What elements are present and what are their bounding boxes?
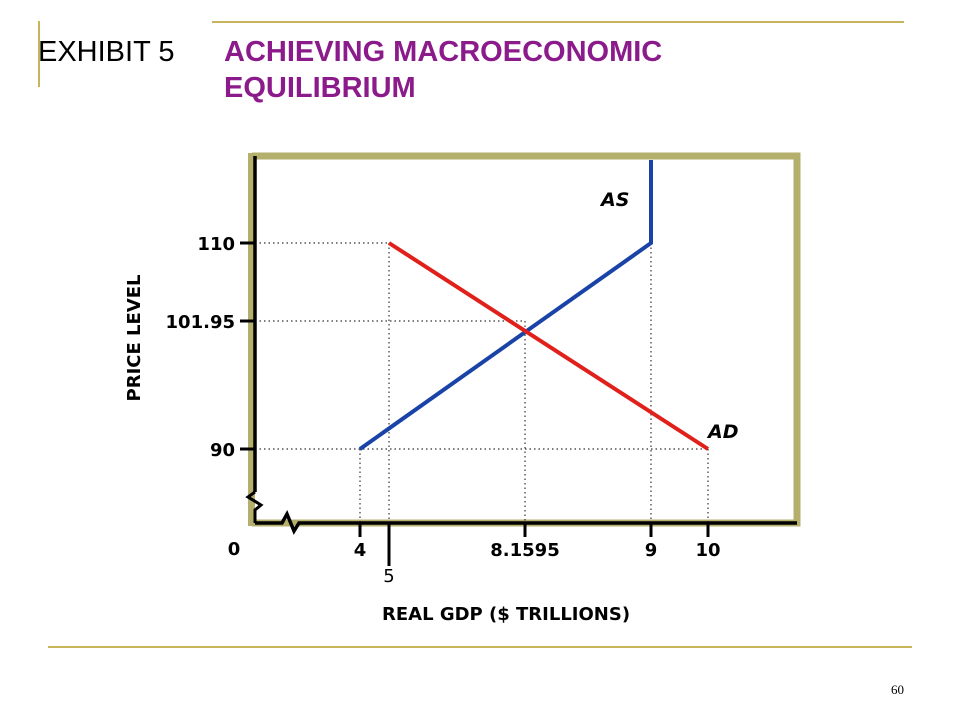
y-tick-label: 110 [197, 234, 235, 255]
y-tick-label: 101.95 [166, 312, 235, 333]
as-curve [358, 160, 653, 451]
x-tick-label: 9 [645, 540, 658, 561]
y-tick-label: 90 [210, 440, 235, 461]
slide-title-line2: EQUILIBRIUM [224, 72, 416, 104]
top-rule [212, 21, 904, 23]
bottom-rule [48, 646, 912, 648]
x-tick-label: 8.1595 [490, 540, 559, 561]
x-tick-label: 4 [354, 540, 367, 561]
ad-curve [387, 241, 710, 451]
exhibit-label: EXHIBIT 5 [38, 36, 175, 68]
as-curve-label: AS [599, 189, 629, 211]
y-axis-label: PRICE LEVEL [124, 275, 145, 402]
x-tick-label: 0 [228, 539, 241, 560]
slide-title: ACHIEVING MACROECONOMIC EQUILIBRIUM [224, 34, 784, 106]
x-axis [255, 509, 797, 535]
x-tick-label: 5 [383, 566, 394, 587]
x-axis-label: REAL GDP ($ TRILLIONS) [382, 604, 630, 625]
y-axis-break [245, 490, 264, 523]
page-number: 60 [891, 682, 904, 697]
x-tick-label: 10 [695, 540, 720, 561]
slide-title-line1: ACHIEVING MACROECONOMIC [224, 36, 663, 68]
ad-curve-label: AD [706, 421, 738, 443]
left-bracket-rule [38, 21, 40, 87]
chart-frame-left [248, 153, 255, 526]
